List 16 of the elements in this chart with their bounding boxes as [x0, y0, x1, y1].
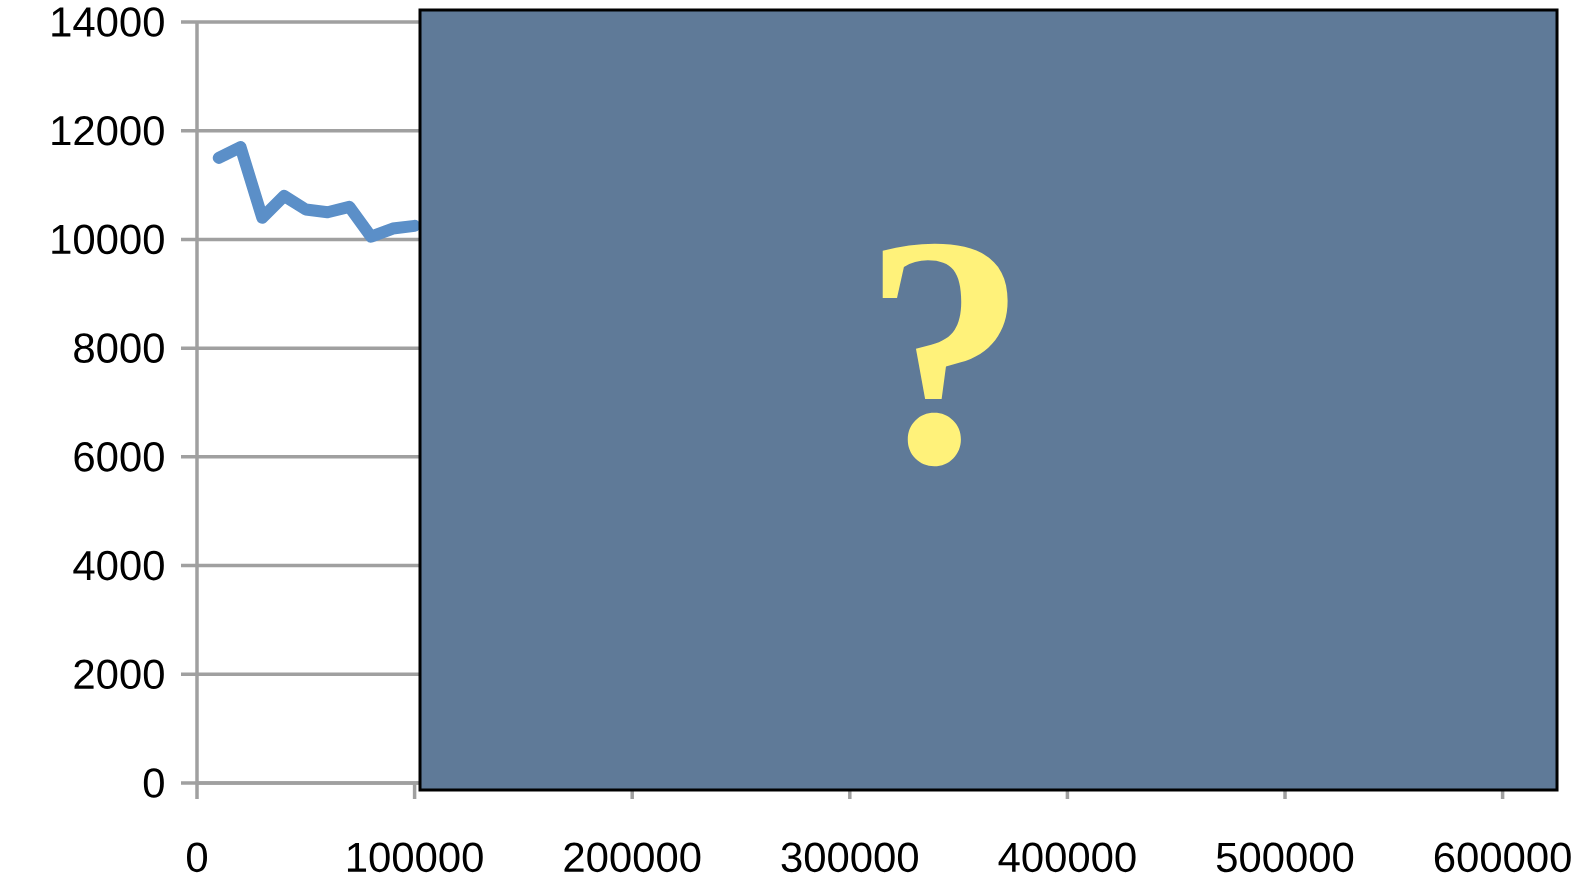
x-tick-label: 0	[187, 842, 208, 873]
x-tick-label: 500000	[1216, 842, 1354, 873]
y-tick-label: 14000	[52, 7, 164, 37]
x-tick-label: 400000	[998, 842, 1136, 873]
y-tick-label: 10000	[52, 224, 164, 255]
x-tick-label: 300000	[781, 842, 918, 873]
y-tick-label: 8000	[74, 333, 164, 363]
y-tick-label: 2000	[74, 659, 164, 690]
x-tick-label: 200000	[564, 842, 701, 873]
x-tick-label: 600000	[1434, 842, 1571, 873]
y-tick-label: 6000	[74, 442, 164, 472]
annotation: ?	[882, 243, 1008, 467]
y-tick-label: 4000	[73, 550, 164, 581]
y-tick-label: 0	[143, 768, 164, 798]
x-tick-label: 100000	[347, 842, 483, 873]
y-tick-label: 12000	[52, 115, 164, 146]
